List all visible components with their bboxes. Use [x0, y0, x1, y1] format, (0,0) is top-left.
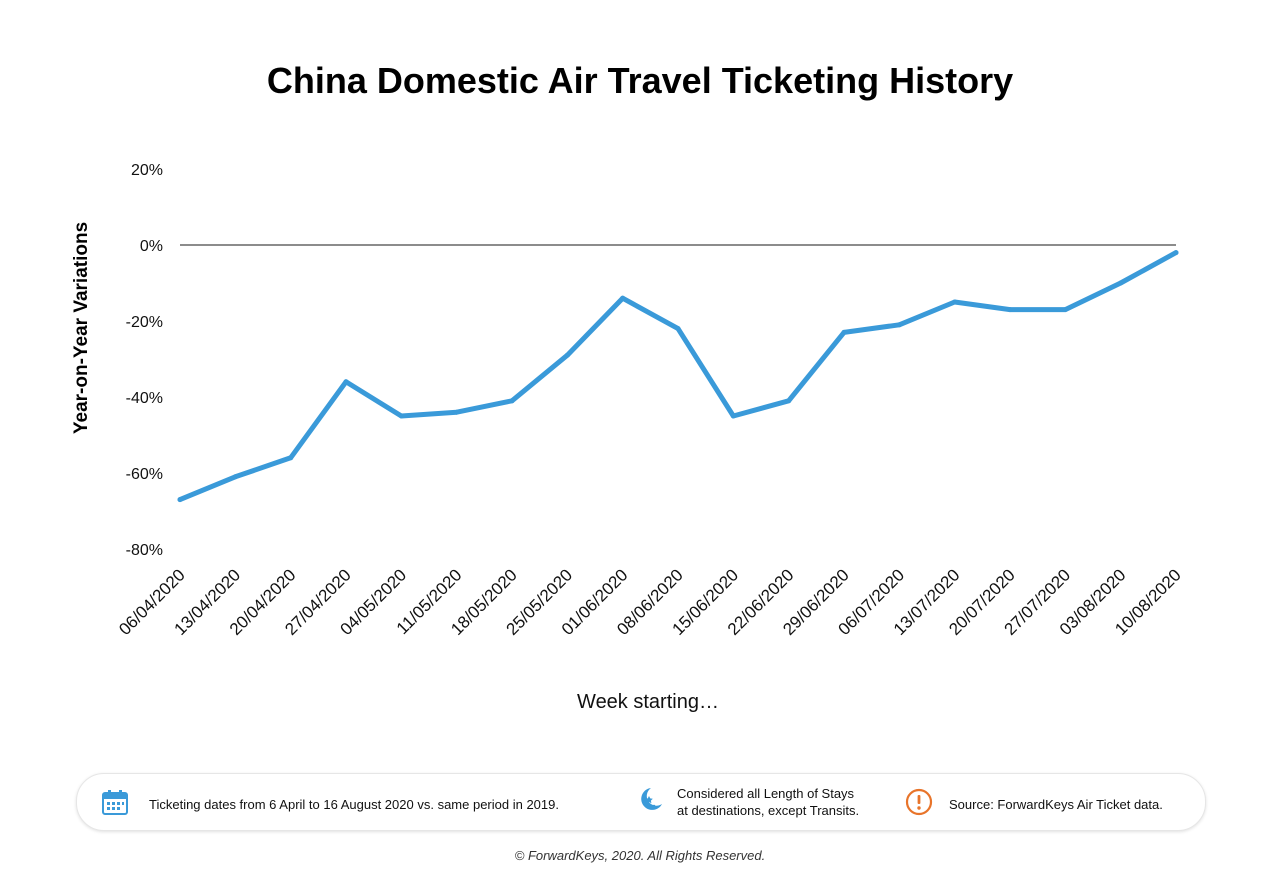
data-point [730, 413, 736, 419]
data-point [398, 413, 404, 419]
data-point [454, 409, 460, 415]
calendar-icon [101, 788, 129, 821]
y-tick-label: -40% [126, 390, 163, 407]
chart-title: China Domestic Air Travel Ticketing Hist… [266, 60, 1014, 101]
data-point [841, 329, 847, 335]
data-point [509, 398, 515, 404]
data-point [1062, 307, 1068, 313]
moon-stars-icon [637, 784, 665, 819]
data-point [1118, 280, 1124, 286]
y-tick-label: -80% [126, 542, 163, 559]
x-tick-labels: 06/04/202013/04/202020/04/202027/04/2020… [115, 565, 1185, 639]
y-tick-label: -60% [126, 466, 163, 483]
data-point [675, 326, 681, 332]
exclamation-icon [905, 788, 933, 821]
series-line [177, 250, 1179, 503]
data-point [343, 379, 349, 385]
footer-stays-text: Considered all Length of Stays at destin… [677, 785, 860, 818]
data-points [177, 250, 1179, 503]
footer-dates-text: Ticketing dates from 6 April to 16 Augus… [149, 797, 559, 812]
data-point [896, 322, 902, 328]
y-tick-label: -20% [126, 314, 163, 331]
y-tick-label: 0% [140, 238, 163, 255]
line-chart: Year-on-Year Variations 20% 0% -20% -40% -60… [71, 162, 1185, 713]
data-point [786, 398, 792, 404]
data-point [952, 299, 958, 305]
data-point [620, 295, 626, 301]
copyright: © ForwardKeys, 2020. All Rights Reserved… [514, 848, 766, 863]
y-axis-title: Year-on-Year Variations [71, 222, 92, 434]
data-point [1007, 307, 1013, 313]
data-point [232, 474, 238, 480]
footer-source-text: Source: ForwardKeys Air Ticket data. [949, 797, 1163, 812]
data-point [1173, 250, 1179, 256]
footer-notes: Ticketing dates from 6 April to 16 Augus… [76, 773, 1206, 831]
y-tick-label: 20% [131, 162, 163, 179]
data-point [288, 455, 294, 461]
footer-item-stays: Considered all Length of Stays at destin… [637, 784, 859, 819]
data-point [564, 352, 570, 358]
y-axis-label: Year-on-Year Variations [71, 222, 92, 434]
footer-item-dates: Ticketing dates from 6 April to 16 Augus… [101, 788, 559, 821]
data-point [177, 497, 183, 503]
x-axis-label: Week starting… [577, 691, 719, 713]
y-tick-labels: 20% 0% -20% -40% -60% -80% [126, 162, 163, 559]
footer-item-source: Source: ForwardKeys Air Ticket data. [905, 788, 1163, 821]
